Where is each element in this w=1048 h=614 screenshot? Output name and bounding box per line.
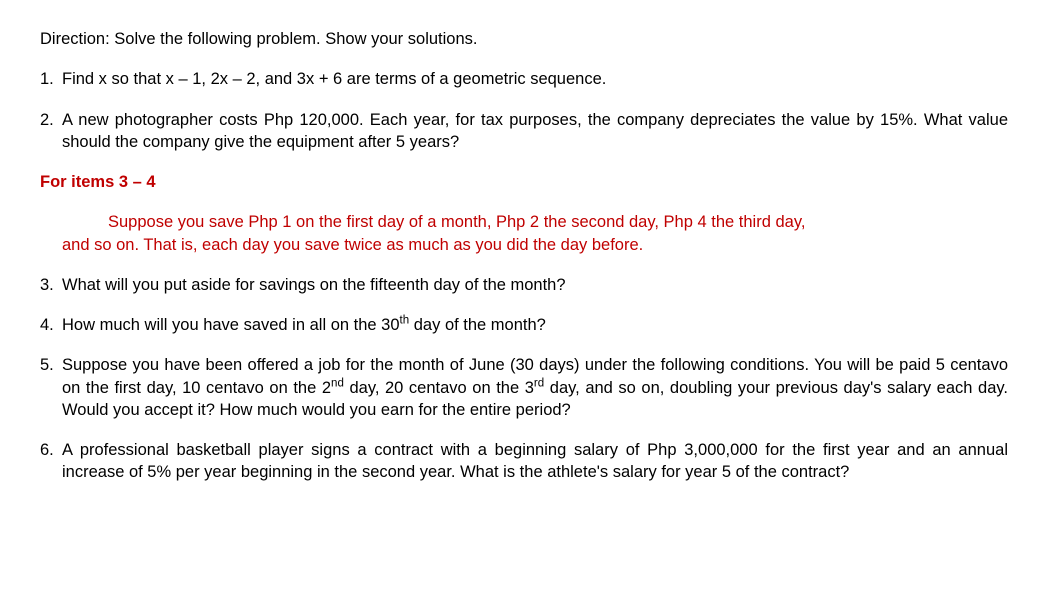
problem-text: A new photographer costs Php 120,000. Ea… bbox=[62, 111, 1008, 151]
problem-text: Find x so that x – 1, 2x – 2, and 3x + 6… bbox=[62, 70, 606, 88]
problem-item: 4.How much will you have saved in all on… bbox=[40, 314, 1008, 336]
problem-text: A professional basketball player signs a… bbox=[62, 441, 1008, 481]
problem-text: Suppose you have been offered a job for … bbox=[62, 356, 1008, 419]
direction-text: Direction: Solve the following problem. … bbox=[40, 28, 1008, 50]
problem-number: 3. bbox=[40, 274, 62, 296]
problem-list-2: 3.What will you put aside for savings on… bbox=[40, 274, 1008, 484]
problem-text: How much will you have saved in all on t… bbox=[62, 316, 546, 334]
problem-number: 6. bbox=[40, 439, 62, 461]
section-header: For items 3 – 4 bbox=[40, 171, 1008, 193]
problem-item: 3.What will you put aside for savings on… bbox=[40, 274, 1008, 296]
problem-number: 1. bbox=[40, 68, 62, 90]
problem-list-1: 1.Find x so that x – 1, 2x – 2, and 3x +… bbox=[40, 68, 1008, 153]
problem-number: 4. bbox=[40, 314, 62, 336]
context-rest: and so on. That is, each day you save tw… bbox=[62, 236, 643, 254]
worksheet-page: Direction: Solve the following problem. … bbox=[0, 0, 1048, 532]
context-paragraph: Suppose you save Php 1 on the first day … bbox=[40, 211, 1008, 256]
problem-item: 6.A professional basketball player signs… bbox=[40, 439, 1008, 484]
problem-text: What will you put aside for savings on t… bbox=[62, 276, 566, 294]
problem-item: 2.A new photographer costs Php 120,000. … bbox=[40, 109, 1008, 154]
problem-number: 5. bbox=[40, 354, 62, 376]
context-first-line: Suppose you save Php 1 on the first day … bbox=[62, 211, 1008, 233]
problem-number: 2. bbox=[40, 109, 62, 131]
problem-item: 5.Suppose you have been offered a job fo… bbox=[40, 354, 1008, 421]
problem-item: 1.Find x so that x – 1, 2x – 2, and 3x +… bbox=[40, 68, 1008, 90]
